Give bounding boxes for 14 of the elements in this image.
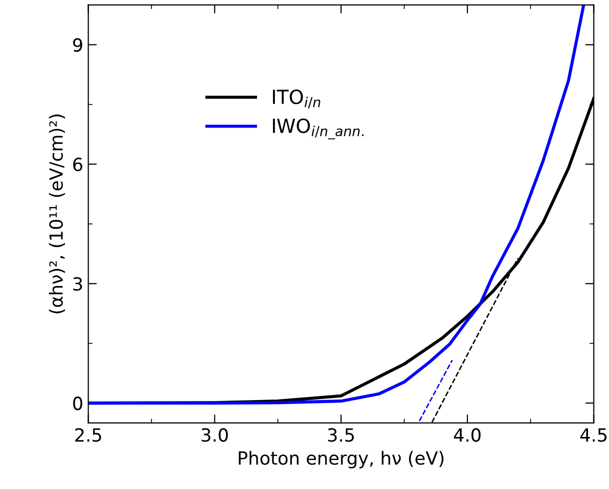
- y-tick-label: 9: [73, 38, 82, 52]
- y-tick-label: 3: [73, 277, 82, 291]
- x-tick-label: 3.5: [328, 428, 354, 442]
- line-series: [88, 4, 586, 405]
- legend-label: IWO$_{i/n_ann.}$: [272, 118, 364, 140]
- x-axis-title: Photon energy, hν (eV): [238, 450, 444, 468]
- x-tick-label: 3.0: [202, 428, 228, 442]
- y-axis-title: (αhν)², (10¹¹ (eV/cm)²): [48, 114, 66, 314]
- x-tick-label: 2.5: [75, 428, 102, 442]
- legend-label: ITO$_{i/n}$: [272, 89, 320, 108]
- x-tick-label: 4.0: [454, 428, 481, 442]
- x-tick-label: 4.5: [580, 428, 607, 442]
- y-tick-label: 6: [73, 158, 82, 172]
- y-tick-label: 0: [73, 396, 82, 410]
